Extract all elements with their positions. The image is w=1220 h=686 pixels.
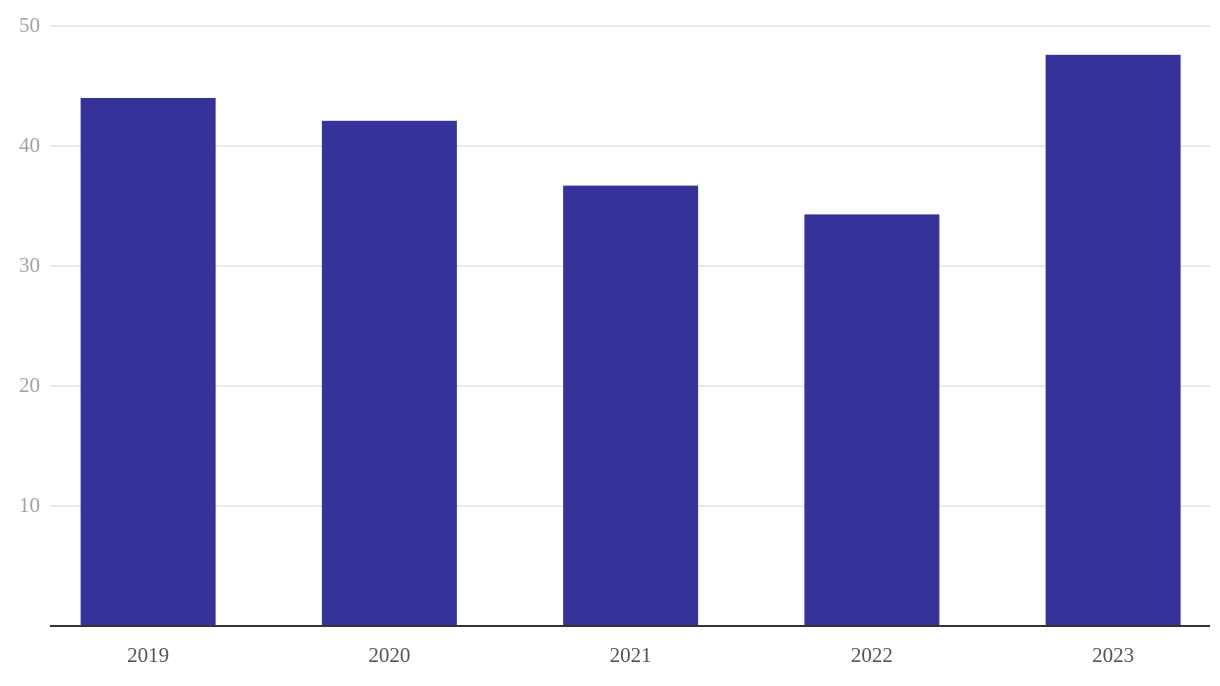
x-tick-label: 2022 [851, 643, 893, 667]
x-tick-label: 2019 [127, 643, 169, 667]
bar [80, 98, 216, 626]
x-tick-label: 2021 [610, 643, 652, 667]
x-tick-label: 2023 [1092, 643, 1134, 667]
y-tick-label: 40 [19, 133, 40, 157]
y-tick-label: 50 [19, 13, 40, 37]
bar [321, 120, 457, 627]
bar [1045, 54, 1181, 627]
x-tick-label: 2020 [368, 643, 410, 667]
bar [804, 214, 940, 626]
bar [563, 185, 699, 626]
y-tick-label: 30 [19, 253, 40, 277]
y-tick-label: 20 [19, 373, 40, 397]
y-tick-label: 10 [19, 493, 40, 517]
